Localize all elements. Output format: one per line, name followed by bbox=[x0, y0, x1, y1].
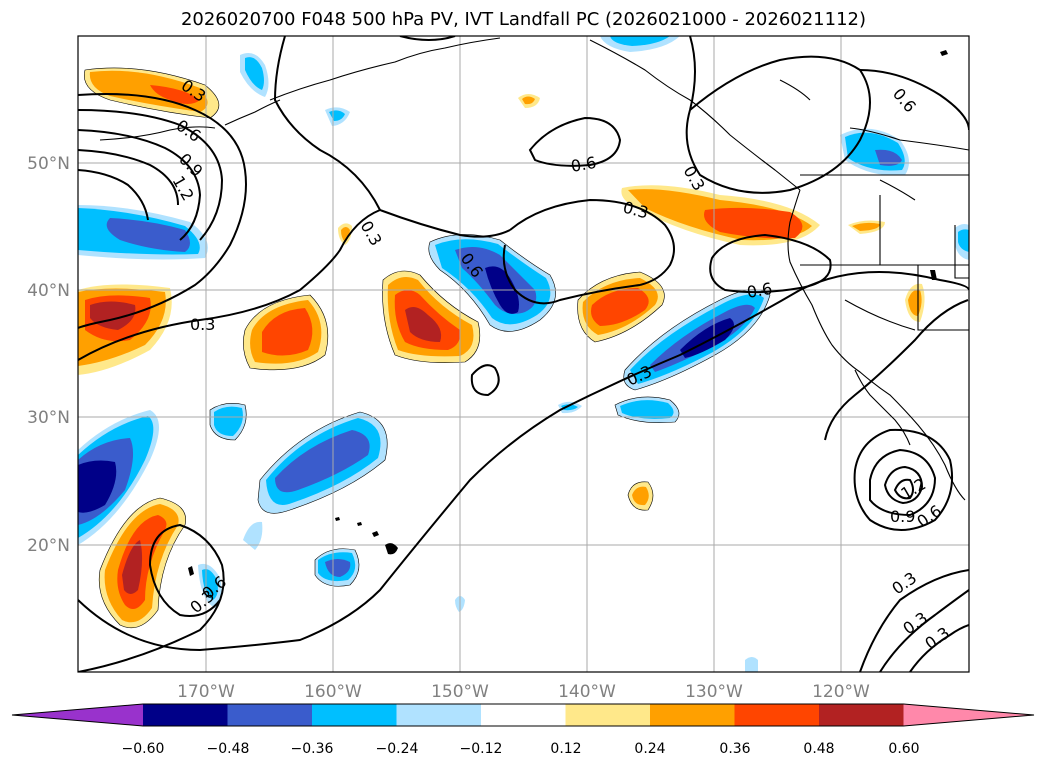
map-plot-area: 0.3 0.6 0.9 1.2 0.3 0.3 0.6 0.3 0.6 0.3 … bbox=[78, 36, 969, 672]
lon-label: 160°W bbox=[304, 682, 362, 702]
contour-label: 0.6 bbox=[569, 153, 597, 176]
colorbar bbox=[11, 703, 1035, 727]
contour-lines bbox=[78, 36, 969, 672]
coastlines bbox=[99, 37, 969, 501]
colorbar-tick-label: −0.36 bbox=[291, 741, 334, 757]
map-title: 2026020700 F048 500 hPa PV, IVT Landfall… bbox=[180, 9, 867, 30]
colorbar-tick-label: 0.12 bbox=[550, 741, 581, 757]
map-frame bbox=[77, 35, 970, 673]
colorbar-extend-high bbox=[903, 704, 1034, 726]
lon-label: 120°W bbox=[812, 682, 870, 702]
colorbar-extend-low bbox=[12, 704, 143, 726]
colorbar-segment bbox=[481, 704, 566, 726]
lat-label: 40°N bbox=[27, 281, 70, 301]
colorbar-tick-label: 0.24 bbox=[634, 741, 665, 757]
colorbar-segment bbox=[565, 704, 651, 726]
contour-label: 0.6 bbox=[745, 279, 773, 302]
contour-label: 0.9 bbox=[890, 507, 915, 526]
lon-label: 130°W bbox=[685, 682, 743, 702]
colorbar-tick-label: 0.48 bbox=[803, 741, 834, 757]
contour-label: 0.3 bbox=[190, 315, 215, 334]
islands bbox=[188, 50, 948, 576]
lat-label: 30°N bbox=[27, 408, 70, 428]
colorbar-segment bbox=[650, 704, 735, 726]
colorbar-outline bbox=[11, 703, 1035, 727]
lon-label: 140°W bbox=[558, 682, 616, 702]
colorbar-segment bbox=[734, 704, 820, 726]
gridlines bbox=[78, 36, 969, 672]
colorbar-segment bbox=[312, 704, 397, 726]
latitude-labels: 50°N 40°N 30°N 20°N bbox=[27, 154, 70, 556]
lat-label: 20°N bbox=[27, 536, 70, 556]
colorbar-segment bbox=[143, 704, 228, 726]
colorbar-tick-label: 0.60 bbox=[888, 741, 919, 757]
longitude-labels: 170°W 160°W 150°W 140°W 130°W 120°W bbox=[177, 682, 870, 702]
colorbar-tick-label: −0.48 bbox=[207, 741, 250, 757]
lat-label: 50°N bbox=[27, 154, 70, 174]
colorbar-tick-label: −0.24 bbox=[376, 741, 419, 757]
colorbar-tick-label: 0.36 bbox=[719, 741, 750, 757]
colorbar-segment bbox=[227, 704, 313, 726]
colorbar-tick-label: −0.60 bbox=[122, 741, 165, 757]
colorbar-segment bbox=[819, 704, 904, 726]
lon-label: 170°W bbox=[177, 682, 235, 702]
colorbar-segment bbox=[396, 704, 482, 726]
colorbar-ticks: −0.60 −0.48 −0.36 −0.24 −0.12 0.12 0.24 … bbox=[122, 741, 920, 757]
colorbar-tick-label: −0.12 bbox=[460, 741, 503, 757]
lon-label: 150°W bbox=[431, 682, 489, 702]
